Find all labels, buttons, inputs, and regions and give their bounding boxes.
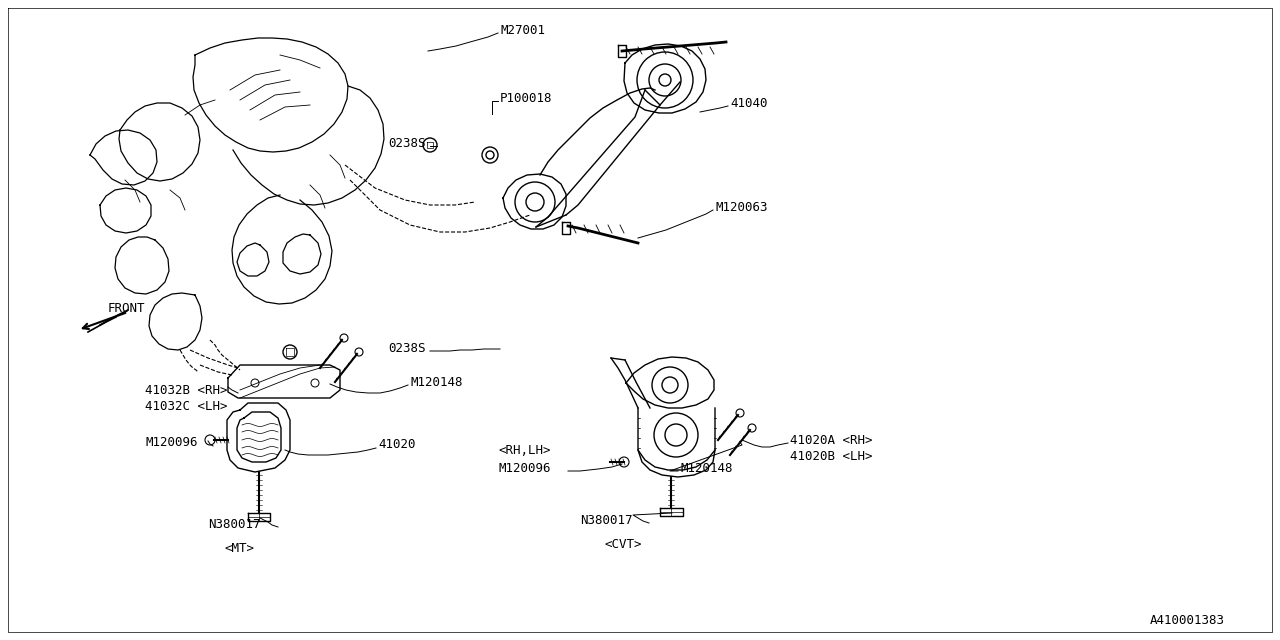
Text: M120096: M120096 <box>498 461 550 474</box>
Text: 41040: 41040 <box>730 97 768 109</box>
Text: M120063: M120063 <box>716 200 768 214</box>
Text: 41032C <LH>: 41032C <LH> <box>145 401 228 413</box>
Text: 0238S: 0238S <box>388 342 425 355</box>
Text: N380017: N380017 <box>209 518 261 531</box>
Text: <MT>: <MT> <box>224 541 253 554</box>
Text: P100018: P100018 <box>500 92 553 104</box>
Text: <CVT>: <CVT> <box>604 538 641 550</box>
Text: 41020B <LH>: 41020B <LH> <box>790 449 873 463</box>
Text: 41020: 41020 <box>378 438 416 451</box>
Text: <RH,LH>: <RH,LH> <box>498 444 550 456</box>
Text: FRONT: FRONT <box>108 301 146 314</box>
Text: 0238S: 0238S <box>388 136 425 150</box>
Text: M120148: M120148 <box>680 461 732 474</box>
Text: N380017: N380017 <box>580 513 632 527</box>
Text: M120096: M120096 <box>145 436 197 449</box>
Text: M27001: M27001 <box>500 24 545 36</box>
Text: A410001383: A410001383 <box>1149 614 1225 627</box>
Text: 41032B <RH>: 41032B <RH> <box>145 383 228 397</box>
Text: M120148: M120148 <box>410 376 462 388</box>
Text: 41020A <RH>: 41020A <RH> <box>790 433 873 447</box>
